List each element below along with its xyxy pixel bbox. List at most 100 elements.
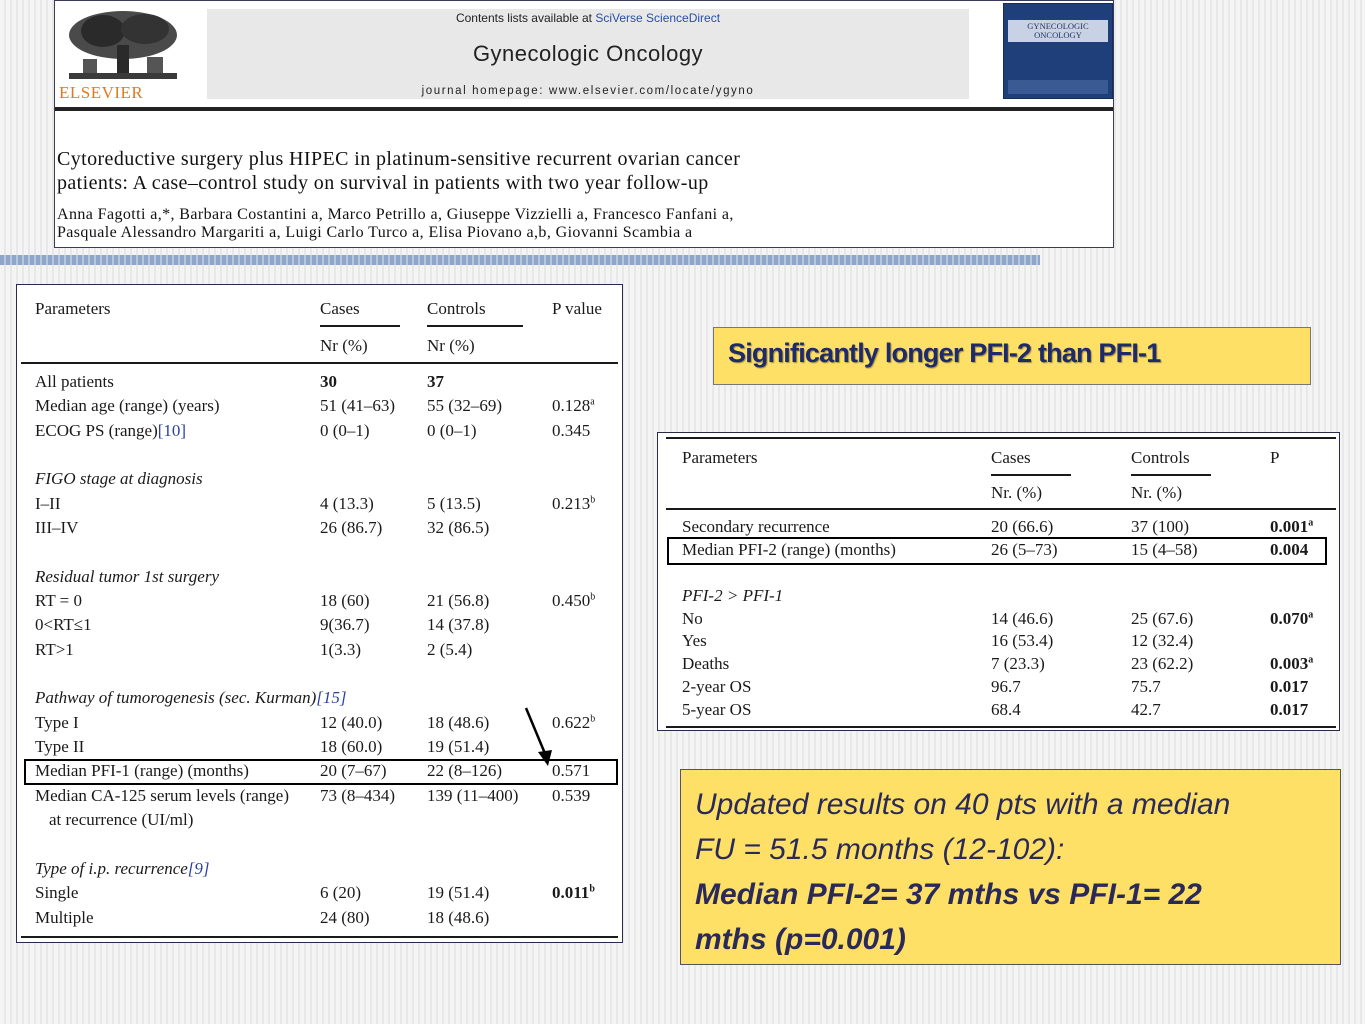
footnote-marker: b <box>590 591 596 603</box>
table-row: RT = 0 18 (60) 21 (56.8) 0.450b <box>17 591 622 613</box>
reference-link[interactable]: [9] <box>187 859 210 878</box>
table-row: Median PFI-2 (range) (months) 26 (5–73) 15… <box>658 540 1339 562</box>
cases-value: 9(36.7) <box>320 615 370 634</box>
row-label: Multiple <box>35 908 94 927</box>
p-value: 0.017 <box>1270 700 1309 719</box>
table-subheader-row: Nr. (%) Nr. (%) <box>658 483 1339 505</box>
reference-link[interactable]: [15] <box>316 688 347 707</box>
p-value: 0.345 <box>552 421 591 440</box>
table-row: Deaths 7 (23.3) 23 (62.2) 0.003a <box>658 654 1339 676</box>
row-label: FIGO stage at diagnosis <box>35 469 203 488</box>
row-label: Pathway of tumorogenesis (sec. Kurman) [… <box>35 688 347 707</box>
journal-header: ELSEVIER Contents lists available at Sci… <box>54 0 1114 248</box>
controls-value: 15 (4–58) <box>1131 540 1198 559</box>
p-value: 0.017 <box>1270 677 1309 696</box>
controls-value: 18 (48.6) <box>427 713 490 732</box>
table-row: Type of i.p. recurrence [9] <box>17 859 622 881</box>
table-row: Yes 16 (53.4) 12 (32.4) <box>658 631 1339 653</box>
table-row: Single 6 (20) 19 (51.4) 0.011b <box>17 883 622 905</box>
footnote-marker: a <box>1308 609 1314 621</box>
row-label: III–IV <box>35 518 79 537</box>
table-row: at recurrence (UI/ml) <box>17 810 622 832</box>
column-header: Controls <box>427 299 486 318</box>
table-row: PFI-2 > PFI-1 <box>658 586 1339 608</box>
cases-value: 4 (13.3) <box>320 494 374 513</box>
column-subheader: Nr. (%) <box>991 483 1042 502</box>
cases-value: 16 (53.4) <box>991 631 1054 650</box>
table-rule <box>666 508 1336 510</box>
callout-line-1: Updated results on 40 pts with a median <box>695 788 1231 821</box>
table-rule <box>320 325 400 327</box>
p-value: 0.213b <box>552 494 596 513</box>
cases-value: 26 (5–73) <box>991 540 1058 559</box>
column-header: P value <box>552 299 602 318</box>
publisher-name: ELSEVIER <box>59 83 144 102</box>
table-row: ECOG PS (range) [10] 0 (0–1) 0 (0–1) 0.345 <box>17 421 622 443</box>
row-label: All patients <box>35 372 114 391</box>
reference-link[interactable]: [10] <box>157 421 187 440</box>
table-header-row: Parameters Cases Controls P value <box>17 299 622 321</box>
controls-value: 32 (86.5) <box>427 518 490 537</box>
column-subheader: Nr (%) <box>320 336 368 355</box>
table-header-row: Parameters Cases Controls P <box>658 448 1339 470</box>
row-label: Type of i.p. recurrence [9] <box>35 859 210 878</box>
table-row: RT>1 1(3.3) 2 (5.4) <box>17 640 622 662</box>
contents-prefix: Contents lists available at <box>455 11 596 25</box>
controls-value: 5 (13.5) <box>427 494 481 513</box>
callout-line-2: FU = 51.5 months (12-102): <box>695 833 1065 866</box>
journal-homepage[interactable]: journal homepage: www.elsevier.com/locat… <box>421 85 755 97</box>
sciencedirect-link[interactable]: SciVerse ScienceDirect <box>595 11 721 25</box>
row-label: Median age (range) (years) <box>35 396 220 415</box>
controls-value: 139 (11–400) <box>427 786 519 805</box>
table-rule <box>991 474 1071 476</box>
table-row: Median CA-125 serum levels (range) 73 (8–… <box>17 786 622 808</box>
callout-updated-results: Updated results on 40 pts with a median … <box>680 769 1341 965</box>
highlight-box-pfi2 <box>667 537 1327 565</box>
p-value: 0.128a <box>552 396 595 415</box>
column-subheader: Nr (%) <box>427 336 475 355</box>
cases-value: 6 (20) <box>320 883 362 902</box>
table-rule <box>666 726 1336 728</box>
callout-line-4: mths (p=0.001) <box>695 923 906 956</box>
controls-value: 2 (5.4) <box>427 640 473 659</box>
controls-value: 22 (8–126) <box>427 761 503 780</box>
table-row: Median age (range) (years) 51 (41–63) 55 (… <box>17 396 622 418</box>
column-subheader: Nr. (%) <box>1131 483 1182 502</box>
table-pfi2-outcomes: Parameters Cases Controls P Nr. (%) Nr. (%) Se… <box>657 432 1340 731</box>
elsevier-tree-icon <box>63 9 183 85</box>
controls-value: 18 (48.6) <box>427 908 490 927</box>
paper-title-line-1: Cytoreductive surgery plus HIPEC in plat… <box>57 148 741 170</box>
table-row: Pathway of tumorogenesis (sec. Kurman) [… <box>17 688 622 710</box>
footnote-marker: a <box>1308 654 1314 666</box>
column-header: Parameters <box>35 299 111 318</box>
controls-value: 14 (37.8) <box>427 615 490 634</box>
cases-value: 18 (60) <box>320 591 370 610</box>
table-row: Type II 18 (60.0) 19 (51.4) <box>17 737 622 759</box>
controls-value: 0 (0–1) <box>427 421 477 440</box>
table-row: 2-year OS 96.7 75.7 0.017 <box>658 677 1339 699</box>
table-row: FIGO stage at diagnosis <box>17 469 622 491</box>
table-row: Type I 12 (40.0) 18 (48.6) 0.622b <box>17 713 622 735</box>
row-label: 2-year OS <box>682 677 752 696</box>
cases-value: 12 (40.0) <box>320 713 383 732</box>
row-label: ECOG PS (range) [10] <box>35 421 187 440</box>
footnote-marker: a <box>590 396 595 408</box>
row-label: RT = 0 <box>35 591 82 610</box>
footnote-marker: b <box>590 713 596 725</box>
row-label: Secondary recurrence <box>682 517 830 536</box>
cases-value: 96.7 <box>991 677 1021 696</box>
column-header: Parameters <box>682 448 758 467</box>
cover-strip <box>1008 80 1108 94</box>
p-value: 0.070a <box>1270 609 1314 628</box>
cases-value: 1(3.3) <box>320 640 362 659</box>
table-subheader-row: Nr (%) Nr (%) <box>17 336 622 358</box>
elsevier-logo: ELSEVIER <box>55 1 205 102</box>
cover-title: GYNECOLOGIC ONCOLOGY <box>1008 20 1108 42</box>
cases-value: 20 (66.6) <box>991 517 1054 536</box>
highlight-box-pfi1 <box>24 759 618 785</box>
controls-value: 12 (32.4) <box>1131 631 1194 650</box>
table-row: I–II 4 (13.3) 5 (13.5) 0.213b <box>17 494 622 516</box>
p-value: 0.004 <box>1270 540 1309 559</box>
row-label: Median PFI-2 (range) (months) <box>682 540 896 559</box>
p-value: 0.539 <box>552 786 591 805</box>
